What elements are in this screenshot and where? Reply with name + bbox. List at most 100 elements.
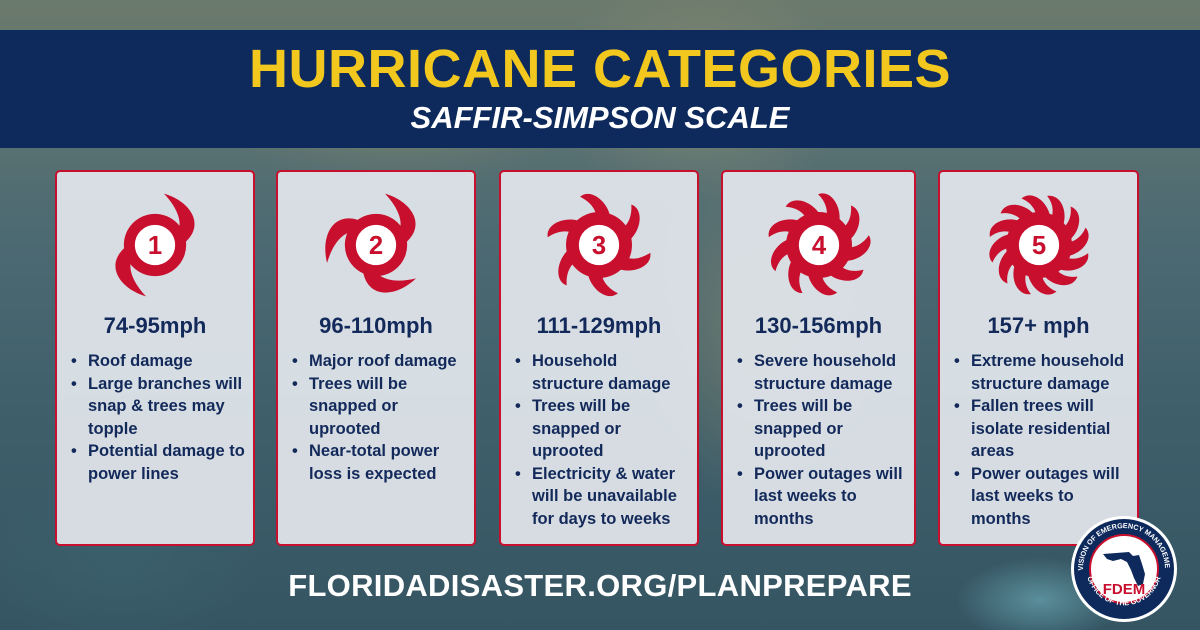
hurricane-symbol: 1 bbox=[115, 193, 195, 297]
bullet-dot: • bbox=[292, 352, 298, 370]
spiral-arm bbox=[325, 218, 359, 263]
spiral-arm bbox=[617, 204, 640, 242]
category-card-2: 2 96-110mph • Major roof damage • Trees wi… bbox=[276, 170, 476, 546]
bullet-dot: • bbox=[71, 374, 77, 393]
spiral-arm bbox=[1012, 262, 1031, 295]
list-item-text: Extreme household structure damage bbox=[971, 352, 1125, 393]
bullet-dot: • bbox=[292, 374, 298, 393]
seal-center bbox=[1089, 534, 1159, 604]
list-item-text: Trees will be snapped or uprooted bbox=[309, 374, 408, 438]
spiral-arm bbox=[998, 248, 1020, 284]
spiral-arm bbox=[989, 219, 1022, 237]
list-item: • Power outages will last weeks to months bbox=[954, 463, 1129, 531]
list-item-text: Household structure damage bbox=[532, 352, 671, 393]
hurricane-category-1-icon: 1 bbox=[100, 190, 210, 300]
spiral-arm bbox=[1046, 195, 1065, 228]
spiral-arm bbox=[384, 193, 416, 243]
list-item-text: Trees will be snapped or uprooted bbox=[532, 397, 631, 460]
hurricane-eye bbox=[355, 224, 397, 266]
list-item: • Fallen trees will isolate residential a… bbox=[954, 395, 1129, 463]
list-item: • Extreme household structure damage bbox=[954, 350, 1129, 395]
bullet-dot: • bbox=[71, 442, 77, 460]
hurricane-eye bbox=[578, 224, 620, 266]
spiral-arm bbox=[1020, 195, 1050, 222]
list-item-text: Trees will be snapped or uprooted bbox=[754, 397, 853, 460]
list-item: • Severe household structure damage bbox=[737, 350, 906, 395]
spiral-arm bbox=[1041, 263, 1077, 286]
wind-speed: 111-129mph bbox=[536, 313, 662, 338]
bullet-dot: • bbox=[515, 397, 521, 415]
seal-acronym: FDEM bbox=[1103, 581, 1146, 598]
category-number: 1 bbox=[148, 232, 162, 260]
list-item-text: Major roof damage bbox=[309, 352, 457, 370]
wind-speed: 74-95mph bbox=[103, 313, 207, 338]
spiral-arm bbox=[770, 238, 796, 272]
list-item: • Trees will be snapped or uprooted bbox=[515, 395, 689, 463]
hurricane-category-4-icon: 4 bbox=[764, 190, 874, 300]
list-item-text: Electricity & water will be unavailable … bbox=[532, 464, 677, 528]
list-item-text: Severe household structure damage bbox=[754, 352, 897, 393]
list-item-text: Fallen trees will isolate residential ar… bbox=[971, 397, 1111, 460]
fdem-logo: DIVISION OF EMERGENCY MANAGEMENT OFFICE … bbox=[1069, 514, 1177, 622]
list-item: • Trees will be snapped or uprooted bbox=[292, 373, 466, 441]
page-subtitle: SAFFIR-SIMPSON SCALE bbox=[410, 100, 790, 135]
spiral-arm bbox=[547, 219, 582, 238]
hurricane-eye bbox=[798, 224, 839, 266]
list-item: • Power outages will last weeks to months bbox=[737, 463, 906, 531]
spiral-arm bbox=[1055, 253, 1088, 271]
spiral-arm bbox=[1000, 204, 1036, 227]
list-item-text: Power outages will last weeks to months bbox=[754, 464, 903, 528]
spiral-arm bbox=[988, 233, 1015, 263]
list-item: • Electricity & water will be unavailable… bbox=[515, 463, 689, 531]
spiral-arm bbox=[807, 268, 837, 296]
spiral-arm bbox=[616, 252, 651, 271]
spiral-arm bbox=[1057, 206, 1079, 242]
category-number: 3 bbox=[592, 232, 606, 260]
spiral-arm bbox=[787, 257, 806, 294]
list-item: • Household structure damage bbox=[515, 350, 689, 395]
bullet-dot: • bbox=[737, 464, 743, 483]
bullet-dot: • bbox=[954, 464, 960, 483]
list-item-text: Potential damage to power lines bbox=[88, 442, 245, 483]
spiral-arm bbox=[837, 205, 859, 242]
spiral-arm bbox=[817, 193, 840, 225]
category-number: 4 bbox=[811, 232, 826, 260]
category-card-1: 1 74-95mph • Roof damage • Large branches … bbox=[55, 170, 255, 546]
damage-list: • Extreme household structure damage • Fal… bbox=[954, 350, 1129, 530]
list-item: • Large branches will snap & trees may to… bbox=[71, 373, 245, 441]
spiral-arm bbox=[587, 268, 618, 297]
hurricane-eye bbox=[1018, 224, 1059, 266]
hurricane-category-2-icon: 2 bbox=[321, 190, 431, 300]
list-item: • Trees will be snapped or uprooted bbox=[737, 395, 906, 463]
bullet-dot: • bbox=[954, 397, 960, 415]
spiral-arm bbox=[558, 248, 581, 286]
bullet-dot: • bbox=[71, 352, 77, 370]
spiral-arm bbox=[826, 261, 863, 281]
hurricane-symbol: 4 bbox=[768, 193, 870, 296]
page-title: HURRICANE CATEGORIES bbox=[248, 39, 952, 99]
bullet-dot: • bbox=[515, 352, 521, 370]
hurricane-symbol: 5 bbox=[988, 195, 1089, 295]
fdem-seal-icon: DIVISION OF EMERGENCY MANAGEMENT OFFICE … bbox=[1069, 514, 1179, 624]
bullet-dot: • bbox=[292, 442, 298, 460]
damage-list: • Roof damage • Large branches will snap &… bbox=[71, 350, 245, 485]
category-number: 2 bbox=[369, 232, 383, 260]
spiral-arm bbox=[580, 193, 611, 222]
list-item: • Potential damage to power lines bbox=[71, 440, 245, 485]
website-link[interactable]: FLORIDADISASTER.ORG/PLANPREPARE bbox=[288, 568, 912, 603]
spiral-arm bbox=[363, 268, 417, 293]
wind-speed: 96-110mph bbox=[319, 313, 433, 338]
list-item: • Roof damage bbox=[71, 350, 245, 373]
category-card-3: 3 111-129mph • Household structure damage… bbox=[499, 170, 699, 546]
category-card-4: 4 130-156mph • Severe household structure… bbox=[721, 170, 916, 546]
damage-list: • Household structure damage • Trees will … bbox=[515, 350, 689, 530]
hurricane-category-3-icon: 3 bbox=[544, 190, 654, 300]
spiral-arm bbox=[842, 235, 870, 261]
spiral-arm bbox=[785, 200, 821, 224]
spiral-arm bbox=[115, 247, 147, 297]
bullet-dot: • bbox=[954, 352, 960, 370]
wind-speed: 130-156mph bbox=[754, 313, 883, 338]
hurricane-spiral bbox=[325, 193, 417, 293]
list-item-text: Power outages will last weeks to months bbox=[971, 464, 1120, 528]
category-number: 5 bbox=[1031, 232, 1045, 260]
